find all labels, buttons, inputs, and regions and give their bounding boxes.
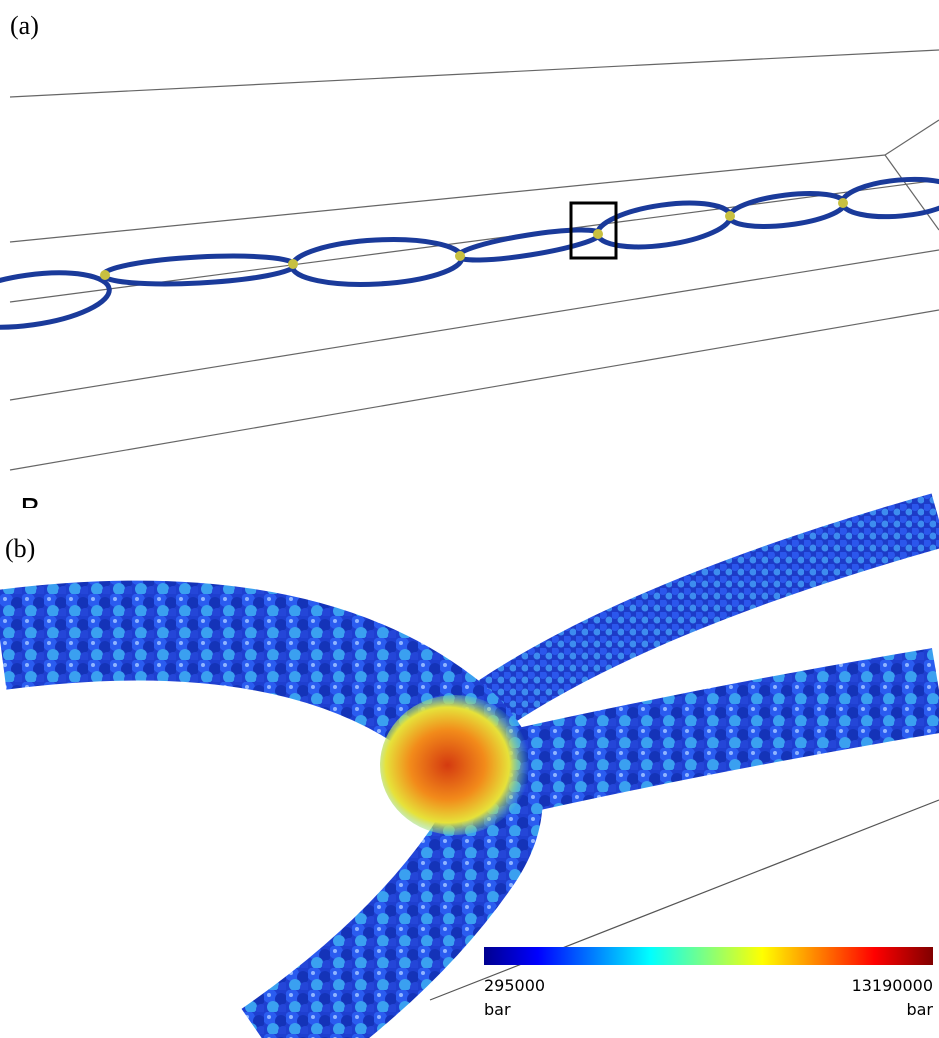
- tube: [0, 631, 493, 1038]
- colorbar-unit: bar: [906, 1000, 933, 1019]
- junction: [380, 695, 530, 835]
- panel-a: (a) B: [0, 11, 939, 528]
- colorbar-min: 295000: [484, 976, 545, 995]
- panel-label: (b): [5, 534, 35, 563]
- chain: [0, 175, 939, 336]
- panel-label: (a): [10, 11, 39, 40]
- cut-label: B: [20, 493, 41, 528]
- colorbar-unit: bar: [484, 1000, 511, 1019]
- tube: [480, 690, 939, 780]
- colorbar-max: 13190000: [852, 976, 933, 995]
- colorbar: [484, 947, 933, 965]
- panel-b: (b) 295000 bar 13190000 bar: [0, 520, 939, 1038]
- figure: (a) B (b): [0, 0, 939, 1038]
